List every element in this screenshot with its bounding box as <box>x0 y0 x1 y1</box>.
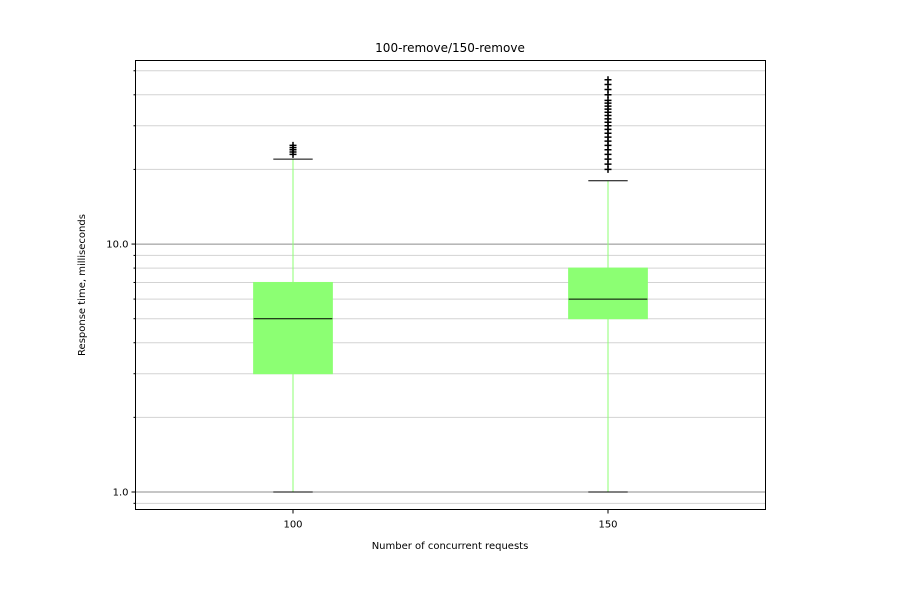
iqr-box <box>568 267 648 320</box>
y-tick-label: 10.0 <box>106 240 128 251</box>
x-tick-label: 100 <box>283 520 302 531</box>
y-tick-label: 1.0 <box>113 488 129 499</box>
box-series <box>253 76 648 493</box>
box-100 <box>253 141 333 493</box>
flier-point <box>604 76 612 84</box>
chart-title: 100-remove/150-remove <box>375 41 525 55</box>
x-tick-label: 150 <box>598 520 617 531</box>
flier-point <box>289 141 297 149</box>
y-axis-label: Response time, milliseconds <box>77 214 88 356</box>
y-axis: 1.0 10.0 <box>106 70 136 504</box>
iqr-box <box>253 281 333 375</box>
x-axis-label: Number of concurrent requests <box>372 541 529 552</box>
plot-area-frame <box>135 60 766 510</box>
box-150 <box>568 76 648 493</box>
x-axis: 100 150 <box>283 509 618 531</box>
grid-lines <box>135 70 766 504</box>
